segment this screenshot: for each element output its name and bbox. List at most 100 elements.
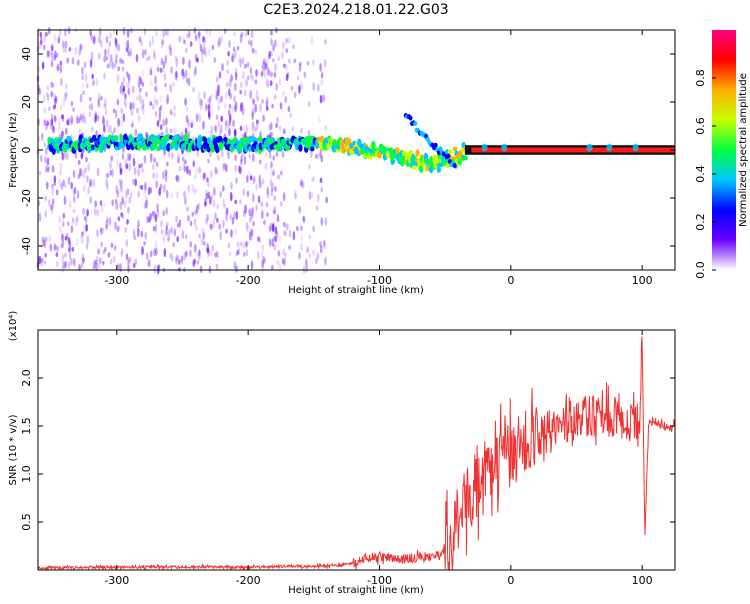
noise-speck (266, 186, 270, 196)
noise-speck (245, 124, 249, 134)
noise-speck (312, 225, 316, 233)
noise-speck (198, 97, 202, 107)
noise-speck (244, 29, 248, 37)
noise-speck (195, 113, 199, 122)
signal-blob (423, 152, 429, 161)
noise-speck (199, 43, 203, 52)
noise-speck (205, 28, 208, 35)
noise-speck (151, 210, 155, 217)
noise-speck (232, 46, 236, 52)
noise-speck (76, 190, 80, 200)
noise-speck (250, 214, 254, 220)
y-tick-label: 1.5 (20, 417, 33, 435)
noise-speck (165, 224, 169, 231)
signal-blob (419, 165, 424, 173)
noise-speck (280, 170, 283, 176)
noise-speck (119, 162, 122, 171)
noise-speck (38, 212, 42, 222)
noise-speck (50, 90, 53, 98)
noise-speck (187, 214, 190, 222)
noise-speck (39, 39, 43, 45)
noise-speck (61, 265, 64, 273)
noise-speck (85, 224, 88, 232)
signal-blob (380, 144, 386, 152)
noise-speck (285, 48, 289, 54)
noise-speck (272, 44, 275, 52)
noise-speck (302, 180, 305, 189)
noise-speck (279, 102, 283, 110)
noise-speck (249, 89, 252, 100)
noise-speck (42, 239, 46, 247)
y-tick-label: 40 (20, 47, 33, 61)
noise-speck (315, 257, 318, 265)
noise-speck (96, 255, 99, 262)
noise-speck (114, 109, 118, 119)
noise-speck (245, 241, 248, 248)
noise-speck (139, 87, 142, 93)
noise-speck (154, 213, 158, 223)
noise-speck (283, 231, 287, 236)
x-tick-label: 0 (507, 274, 514, 287)
noise-speck (146, 215, 149, 224)
noise-speck (81, 83, 85, 89)
noise-speck (214, 125, 218, 134)
x-tick-label: -300 (104, 574, 129, 587)
noise-speck (175, 215, 178, 223)
noise-speck (255, 123, 259, 132)
noise-speck (111, 168, 114, 178)
noise-speck (46, 157, 50, 166)
noise-speck (277, 174, 281, 180)
noise-speck (323, 59, 327, 68)
noise-speck (116, 98, 120, 106)
noise-speck (156, 66, 160, 73)
noise-speck (84, 73, 88, 82)
tone-blob (501, 143, 508, 152)
noise-speck (114, 221, 117, 231)
noise-speck (65, 233, 69, 241)
noise-speck (68, 250, 72, 260)
noise-speck (72, 195, 76, 203)
noise-speck (320, 216, 324, 227)
noise-speck (242, 251, 246, 257)
noise-speck (100, 39, 103, 48)
noise-speck (253, 126, 257, 133)
noise-speck (219, 230, 222, 240)
noise-speck (163, 150, 166, 156)
noise-speck (248, 153, 251, 159)
noise-speck (91, 73, 94, 80)
noise-speck (134, 178, 137, 187)
noise-speck (58, 118, 61, 128)
noise-speck (169, 128, 173, 134)
noise-speck (43, 260, 47, 266)
noise-speck (259, 159, 262, 165)
noise-speck (308, 252, 312, 259)
noise-speck (124, 189, 128, 200)
noise-speck (70, 118, 74, 126)
noise-speck (115, 38, 118, 48)
noise-speck (79, 113, 83, 121)
noise-speck (57, 34, 61, 43)
noise-speck (306, 246, 309, 254)
noise-speck (270, 121, 273, 131)
noise-speck (248, 231, 252, 241)
signal-branch-blob (436, 150, 441, 156)
noise-speck (60, 77, 63, 87)
noise-speck (92, 178, 95, 188)
noise-speck (277, 55, 281, 62)
noise-speck (217, 105, 220, 111)
noise-speck (147, 259, 151, 267)
noise-speck (93, 36, 97, 45)
noise-speck (155, 247, 158, 256)
noise-speck (68, 200, 72, 210)
noise-speck (58, 225, 62, 234)
noise-speck (234, 71, 238, 81)
noise-speck (250, 233, 253, 242)
noise-speck (207, 181, 210, 188)
noise-speck (275, 83, 279, 91)
noise-speck (46, 94, 50, 102)
noise-speck (213, 212, 217, 220)
noise-speck (165, 221, 169, 226)
noise-speck (255, 183, 258, 192)
noise-speck (134, 129, 138, 137)
noise-speck (184, 69, 188, 78)
